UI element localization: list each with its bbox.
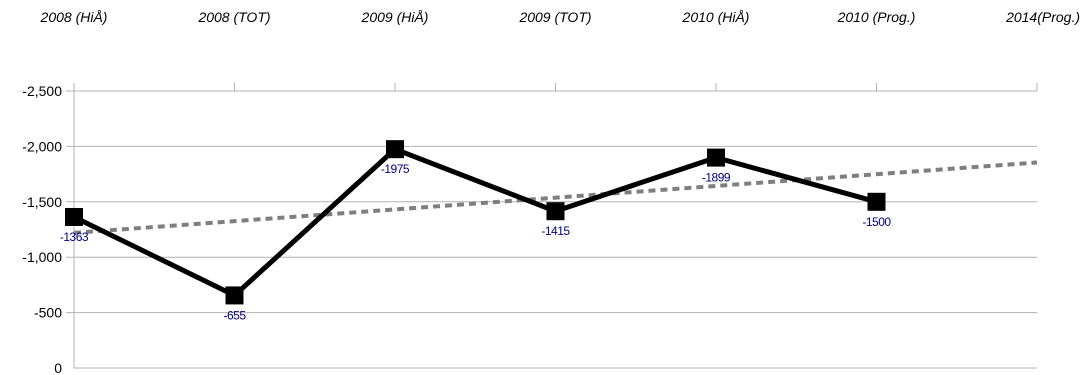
data-point-marker xyxy=(65,207,83,226)
series-line xyxy=(72,146,878,299)
y-tick-label: -2,500 xyxy=(22,83,62,99)
data-label: -1363 xyxy=(60,230,89,244)
data-point-marker xyxy=(225,286,244,305)
y-tick-label: -2,000 xyxy=(22,138,62,154)
category-label: 2009 (HiÅ) xyxy=(361,9,429,25)
category-label: 2009 (TOT) xyxy=(518,9,591,25)
trendline xyxy=(73,160,1038,235)
y-tick-label: -1,500 xyxy=(22,194,62,210)
data-label: -1975 xyxy=(381,162,410,176)
category-label: 2008 (TOT) xyxy=(197,9,270,25)
y-tick-label: -500 xyxy=(34,305,62,321)
data-label: -1415 xyxy=(541,224,570,238)
category-label: 2010 (HiÅ) xyxy=(682,9,750,25)
category-label: 2008 (HiÅ) xyxy=(40,9,108,25)
data-label: -655 xyxy=(223,308,246,322)
category-label: 2014(Prog.) xyxy=(1005,9,1080,25)
data-point-marker xyxy=(707,148,725,167)
data-label: -1899 xyxy=(702,171,731,185)
data-point-marker xyxy=(386,140,404,159)
category-label: 2010 (Prog.) xyxy=(837,9,916,25)
data-point-marker xyxy=(867,192,886,211)
y-tick-label: 0 xyxy=(54,360,62,375)
data-point-marker xyxy=(546,202,565,221)
data-label: -1500 xyxy=(862,215,891,229)
y-tick-label: -1,000 xyxy=(22,249,62,265)
